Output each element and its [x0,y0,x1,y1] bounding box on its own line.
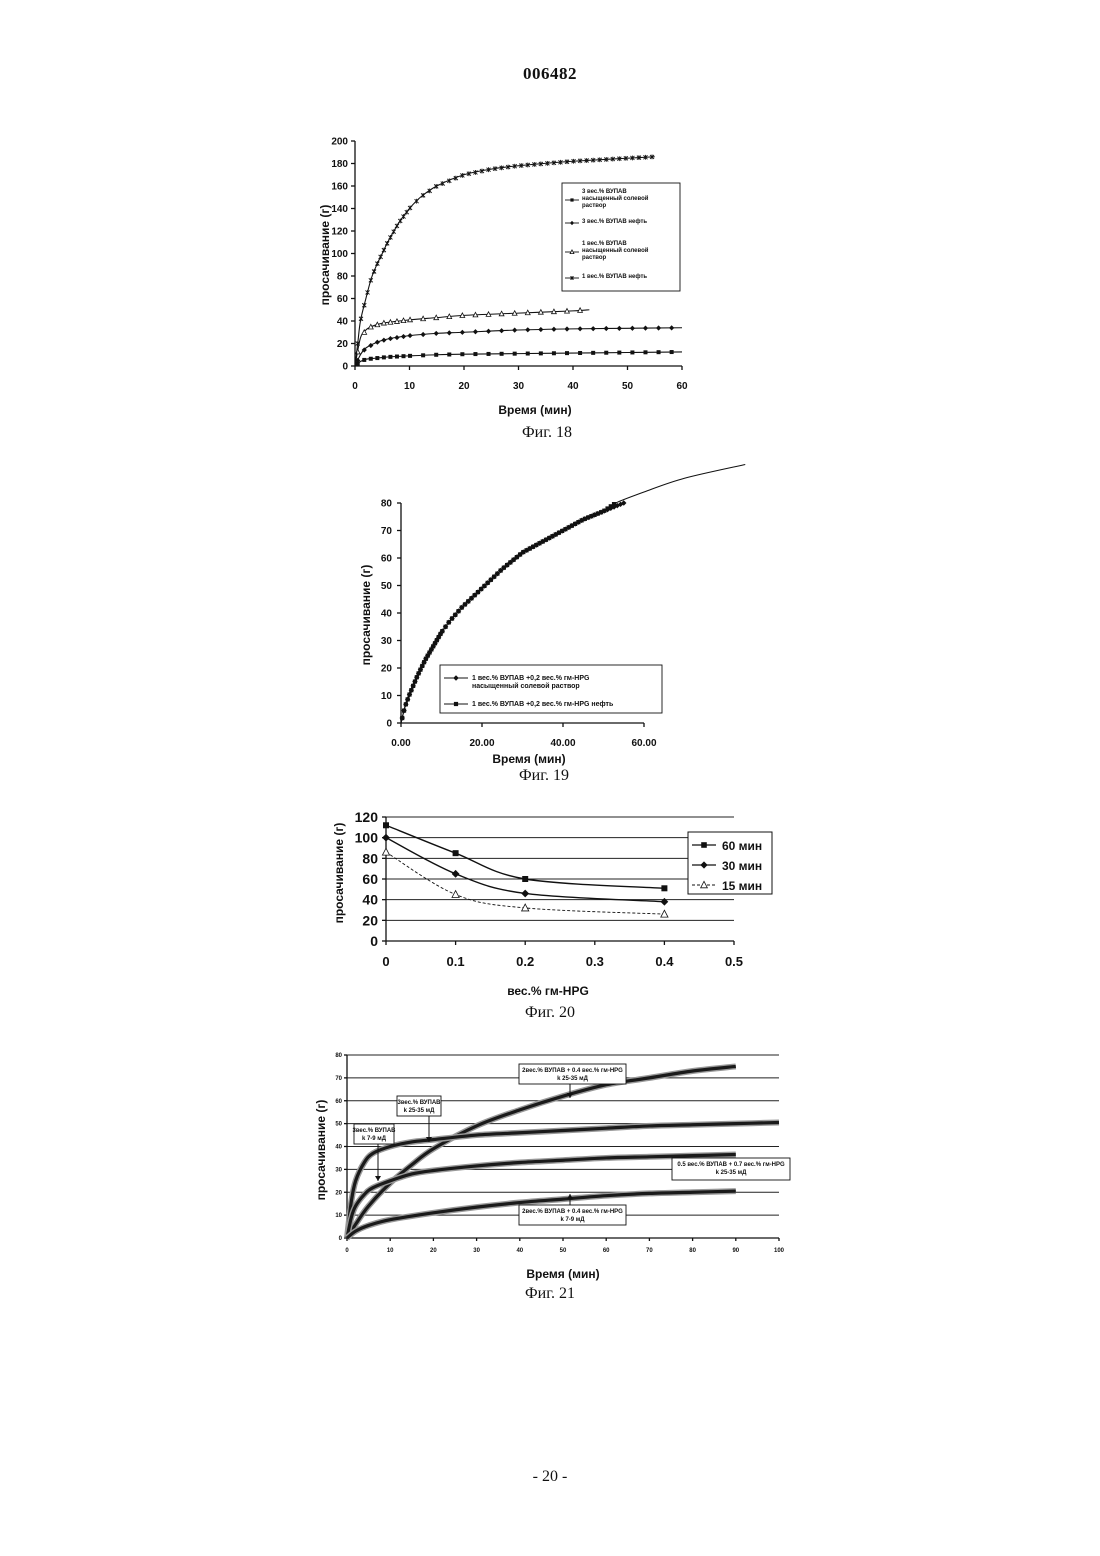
figure-21-y-tick-label: 20 [335,1190,342,1196]
figure-21-y-tick-label: 0 [339,1236,343,1242]
figure-21-chart: 010203040506070800102030405060708090100 … [0,0,1100,1310]
figure-21-x-tick-label: 90 [732,1248,739,1254]
figure-21-x-tick-label: 0 [345,1248,349,1254]
figure-21-x-tick-label: 100 [774,1248,785,1254]
figure-21-annotation-label: 3вес.% ВУПАВ [397,1100,441,1106]
figure-21-y-tick-label: 40 [335,1145,342,1151]
figure-21-annotation-label: 2вес.% ВУПАВ + 0.4 вес.% гм-HPG [522,1068,623,1074]
figure-21-x-tick-label: 10 [387,1248,394,1254]
figure-21-annotation-label: 0.5 вес.% ВУПАВ + 0.7 вес.% гм-HPG [677,1162,785,1168]
figure-21-x-tick-label: 30 [473,1248,480,1254]
figure-21-x-tick-label: 60 [603,1248,610,1254]
figure-21-y-tick-label: 60 [335,1099,342,1105]
figure-21-annotation-label: k 25-35 мД [716,1170,747,1176]
figure-21-annotation-label: k 7-9 мД [362,1136,387,1142]
page-footer-number: - 20 - [0,1468,1100,1486]
figure-21-y-tick-label: 70 [335,1076,342,1082]
figure-21-y-tick-label: 10 [335,1213,342,1219]
figure-21-annotation-label: 3вес.% ВУПАВ [352,1128,396,1134]
figure-21-y-tick-label: 80 [335,1053,342,1059]
figure-21-x-tick-label: 20 [430,1248,437,1254]
figure-21-annotation-label: k 25-35 мД [557,1076,588,1082]
figure-21-x-axis-title: Время (мин) [526,1267,599,1281]
figure-21-y-tick-label: 30 [335,1167,342,1173]
figure-21-y-tick-label: 50 [335,1122,342,1128]
figure-21-annotation-label: k 7-9 мД [560,1217,585,1223]
figure-21-annotation-label: k 25-35 мД [404,1108,435,1114]
figure-21-x-tick-label: 40 [516,1248,523,1254]
figure-21-y-axis-title: просачивание (г) [314,1100,328,1201]
figure-21-arrow-head [375,1176,381,1181]
figure-21-x-tick-label: 80 [689,1248,696,1254]
figure-21-x-tick-label: 50 [560,1248,567,1254]
figure-21-x-tick-label: 70 [646,1248,653,1254]
figure-21-caption: Фиг. 21 [525,1285,575,1302]
figure-21-annotation-label: 2вес.% ВУПАВ + 0.4 вес.% гм-HPG [522,1209,623,1215]
